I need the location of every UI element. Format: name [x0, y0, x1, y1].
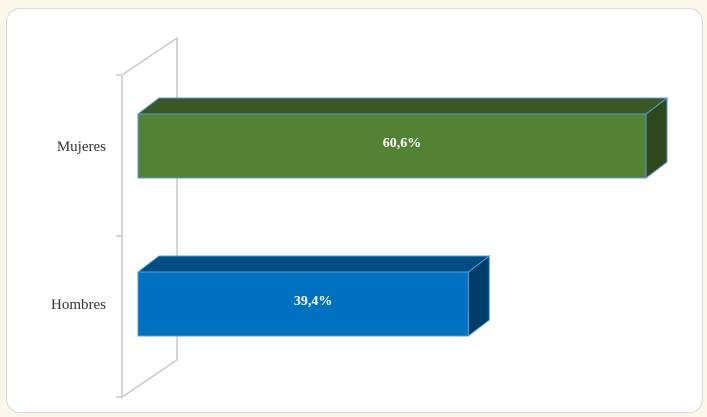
category-label-mujeres: Mujeres [57, 139, 106, 155]
bar-mujeres: 60,6% [136, 96, 669, 180]
category-labels: Mujeres Hombres [51, 139, 106, 313]
bar-front-face [137, 113, 647, 179]
axis-wall [116, 36, 178, 399]
bar-top-face [136, 255, 491, 273]
data-label-mujeres: 60,6% [383, 136, 422, 151]
bar-hombres: 39,4% [136, 254, 491, 338]
axis-wall-outline [121, 36, 178, 399]
bars: 60,6% 39,4% [136, 96, 669, 338]
category-label-hombres: Hombres [51, 297, 106, 313]
bar-front-face [137, 271, 469, 337]
bar-top-face [136, 97, 669, 115]
data-label-hombres: 39,4% [294, 294, 333, 309]
